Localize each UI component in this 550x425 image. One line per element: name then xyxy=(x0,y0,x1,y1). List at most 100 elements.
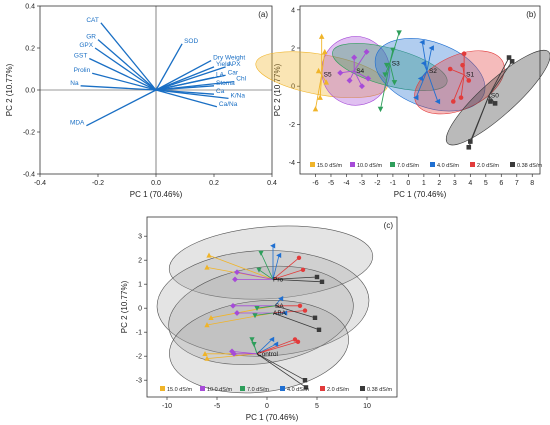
y-tick-label: 4 xyxy=(291,7,295,14)
loading-vector xyxy=(155,60,212,91)
spider-line xyxy=(208,255,274,280)
data-point xyxy=(468,139,473,144)
legend-swatch xyxy=(320,386,325,391)
legend-swatch xyxy=(240,386,245,391)
confidence-ellipse xyxy=(445,49,550,146)
legend-entry: 10.0 dS/m xyxy=(207,387,232,393)
y-axis-label: PC 2 (10.77%) xyxy=(5,63,14,116)
data-point xyxy=(458,95,464,100)
spider-line xyxy=(210,305,276,319)
spider-line xyxy=(272,279,323,283)
y-tick-label: 1 xyxy=(138,282,142,289)
group-label: SA xyxy=(275,303,284,310)
loading-vector xyxy=(89,57,157,91)
plot-frame xyxy=(299,5,541,175)
data-point xyxy=(322,48,328,55)
loading-label: LA xyxy=(216,71,225,78)
data-point xyxy=(230,302,236,309)
x-tick-label: 6 xyxy=(499,180,503,187)
loading-vector xyxy=(155,85,215,91)
y-tick-label: 3 xyxy=(138,234,142,241)
spider-line xyxy=(315,74,323,110)
loading-label: APX xyxy=(228,61,242,68)
x-tick-label: 8 xyxy=(530,180,534,187)
data-point xyxy=(390,47,396,53)
spider-line xyxy=(426,47,433,71)
panel-b-score-plot: -6 -5 -4 -3 -2 -1 0 1 2 3 4 5 6 7 8 -4 -2 0 2 4 PC 1 (70.46%… xyxy=(255,5,550,199)
y-tick-label: -4 xyxy=(289,160,295,167)
data-point xyxy=(315,67,322,74)
spider-line xyxy=(353,51,367,72)
loading-vector xyxy=(94,47,157,91)
x-tick-label: 2 xyxy=(437,180,441,187)
spider-line xyxy=(256,339,296,355)
loading-label: GST xyxy=(74,53,87,60)
spider-line xyxy=(353,70,369,79)
x-tick-label: -1 xyxy=(390,180,396,187)
x-tick-label: -2 xyxy=(374,180,380,187)
group-label: S5 xyxy=(324,72,332,79)
data-point xyxy=(382,72,388,78)
data-point xyxy=(450,99,456,104)
loading-vector xyxy=(155,89,229,100)
x-tick-label: 0 xyxy=(406,180,410,187)
data-point xyxy=(231,350,237,357)
data-point xyxy=(302,378,308,383)
data-point xyxy=(363,48,370,55)
group-label: S1 xyxy=(466,72,474,79)
x-tick-label: -5 xyxy=(328,180,334,187)
legend-entry: 2.0 dS/m xyxy=(327,387,349,393)
spider-line xyxy=(321,51,326,75)
y-tick-label: -0.4 xyxy=(23,172,35,179)
confidence-ellipse xyxy=(321,36,391,106)
y-tick-label: -2 xyxy=(136,354,142,361)
data-point xyxy=(202,350,208,356)
data-point xyxy=(229,348,235,355)
data-point xyxy=(460,62,465,68)
x-tick-label: 10 xyxy=(363,403,371,410)
spider-line xyxy=(274,305,316,319)
spider-line xyxy=(389,49,394,64)
y-tick-label: 0 xyxy=(291,84,295,91)
y-tick-label: 0 xyxy=(138,306,142,313)
y-tick-label: -3 xyxy=(136,378,142,385)
x-tick-label: -0.2 xyxy=(92,180,104,187)
spider-line xyxy=(272,255,280,280)
data-point xyxy=(303,385,309,390)
data-point xyxy=(251,342,257,348)
loading-label: Dry Weight xyxy=(213,55,245,62)
data-point xyxy=(292,337,298,342)
group-label: S3 xyxy=(392,60,400,67)
data-point xyxy=(391,80,398,86)
spider-line xyxy=(460,74,465,98)
legend-entry: 15.0 dS/m xyxy=(317,163,342,169)
data-point xyxy=(337,69,344,76)
loading-vector xyxy=(92,72,157,91)
loading-label: Na xyxy=(70,80,79,87)
data-point xyxy=(300,267,306,272)
data-point xyxy=(204,355,210,361)
data-point xyxy=(488,99,493,104)
x-tick-label: 5 xyxy=(315,403,319,410)
data-point xyxy=(312,315,318,320)
loading-label: Chl xyxy=(236,76,246,83)
legend-swatch xyxy=(470,162,475,167)
legend-swatch xyxy=(360,386,365,391)
x-tick-label: -5 xyxy=(214,403,220,410)
legend-entry: 4.0 dS/m xyxy=(287,387,309,393)
loading-label: K/Na xyxy=(231,92,246,99)
data-point xyxy=(506,55,512,60)
data-point xyxy=(206,252,212,258)
data-point xyxy=(232,276,238,283)
x-tick-label: 1 xyxy=(422,180,426,187)
loading-vector xyxy=(155,76,215,91)
data-point xyxy=(270,243,276,249)
spider-line xyxy=(236,271,274,280)
x-tick-label: 0.2 xyxy=(209,180,219,187)
group-label: Control xyxy=(257,351,279,358)
spider-line xyxy=(415,70,428,98)
data-point xyxy=(312,106,319,112)
data-point xyxy=(466,78,472,83)
confidence-ellipse xyxy=(374,38,486,112)
